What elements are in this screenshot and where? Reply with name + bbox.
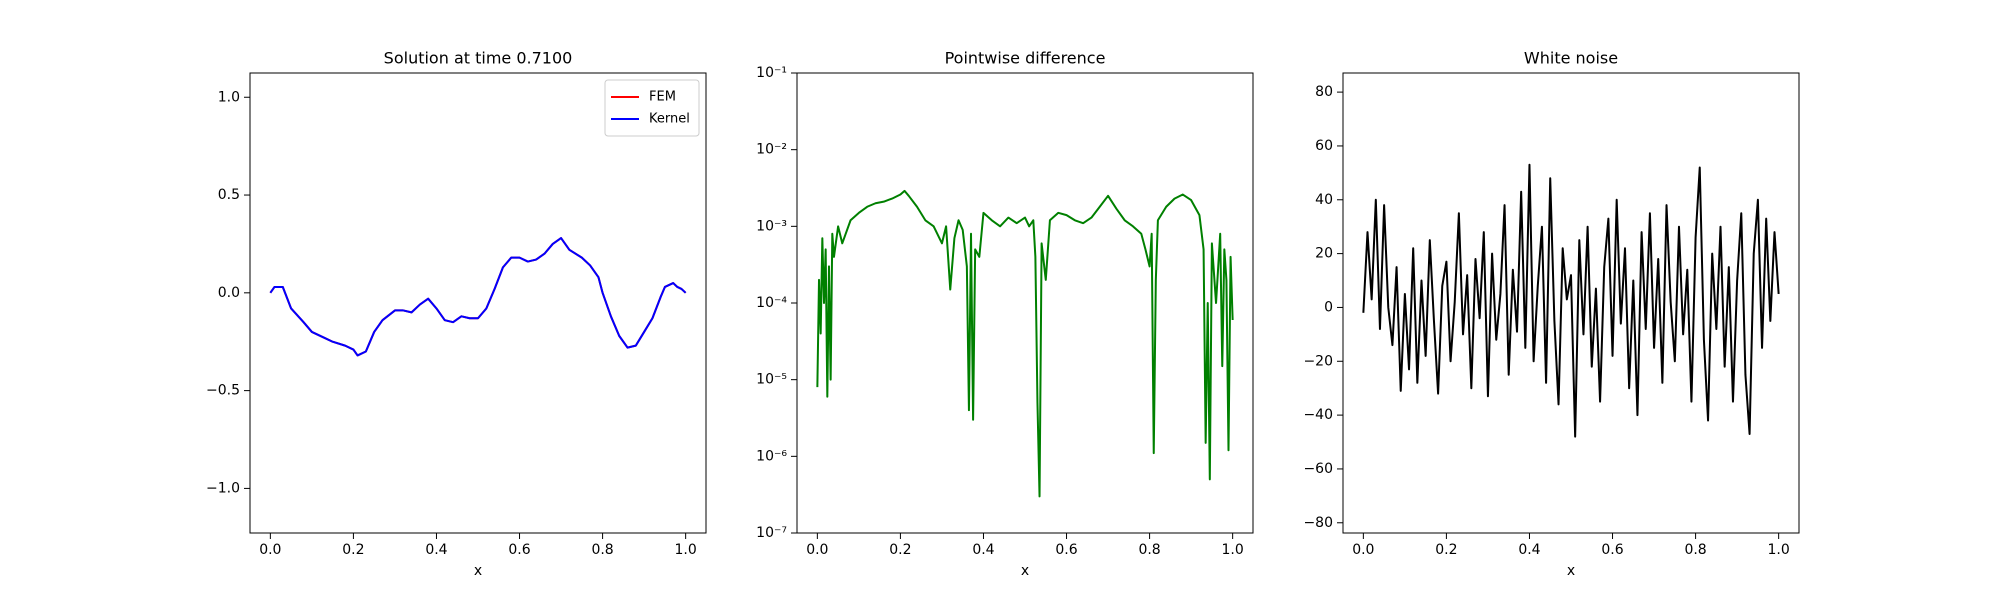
subplot-title: White noise [1524,49,1618,68]
y-tick-label: 10⁻⁵ [756,372,787,388]
x-tick-label: 0.4 [425,542,447,558]
legend-label: FEM [649,90,676,105]
x-tick-label: 0.2 [1435,542,1457,558]
y-tick-label: 0 [1324,299,1333,315]
x-tick-label: 0.6 [1055,542,1077,558]
y-tick-label: 10⁻⁴ [756,295,787,311]
subplot: White noise x 0.0 0.2 0.4 0.6 0.8 1.0 −80 −60 −40 −… [1303,49,1800,579]
axes-frame [1342,72,1800,534]
y-tick-label: 10⁻² [756,142,787,158]
x-tick-label: 0.0 [1352,542,1374,558]
y-tick-label: −0.5 [206,383,240,399]
subplot: Solution at time 0.7100 x 0.0 0.2 0.4 0.6 0.8 1… [206,49,707,579]
legend-label: Kernel [649,112,690,127]
x-tick-label: 0.4 [972,542,994,558]
y-tick-label: 10⁻⁷ [756,525,787,541]
y-tick-label: 10⁻⁶ [756,448,787,464]
y-tick-label: −40 [1303,407,1333,423]
x-axis-label: x [474,563,482,579]
y-tick-label: 60 [1315,138,1333,154]
x-tick-label: 1.0 [1222,542,1244,558]
subplot-title: Pointwise difference [945,49,1106,68]
y-tick-label: −60 [1303,461,1333,477]
x-tick-label: 0.0 [806,542,828,558]
x-tick-label: 0.8 [1138,542,1160,558]
x-tick-label: 0.6 [1601,542,1623,558]
y-tick-label: −1.0 [206,480,240,496]
x-tick-label: 0.2 [889,542,911,558]
y-tick-label: 0.5 [218,187,240,203]
axes-frame [796,72,1254,534]
x-tick-label: 0.2 [342,542,364,558]
legend: FEM Kernel [604,79,700,137]
x-tick-label: 1.0 [1768,542,1790,558]
y-tick-label: 10⁻¹ [756,65,787,81]
x-axis-label: x [1567,563,1575,579]
y-tick-label: 0.0 [218,285,240,301]
y-tick-label: −20 [1303,353,1333,369]
subplot: Pointwise difference x 0.0 0.2 0.4 0.6 0.8 1.0 1… [756,49,1254,579]
x-tick-label: 1.0 [675,542,697,558]
y-tick-label: −80 [1303,515,1333,531]
y-tick-label: 20 [1315,246,1333,262]
data-line [816,189,1234,498]
data-line [1362,163,1780,438]
x-tick-label: 0.8 [1684,542,1706,558]
x-tick-label: 0.0 [259,542,281,558]
x-tick-label: 0.6 [508,542,530,558]
y-tick-label: 10⁻³ [756,218,787,234]
data-line [269,237,687,357]
data-line [269,237,687,357]
x-axis-label: x [1021,563,1029,579]
y-tick-label: 80 [1315,84,1333,100]
legend-box [604,79,700,137]
axes-frame [249,72,707,534]
y-tick-label: 1.0 [218,89,240,105]
x-tick-label: 0.4 [1518,542,1540,558]
subplot-title: Solution at time 0.7100 [384,49,573,68]
y-tick-label: 40 [1315,192,1333,208]
x-tick-label: 0.8 [591,542,613,558]
